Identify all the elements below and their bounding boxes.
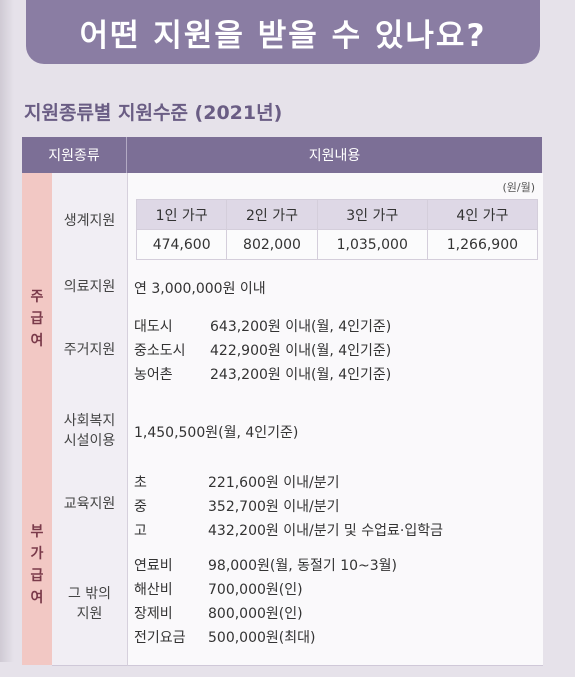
group-char: 부	[30, 524, 44, 540]
table-header: 지원종류 지원내용	[22, 137, 542, 173]
group-char: 주	[30, 289, 44, 305]
page-edge	[0, 0, 14, 662]
housing-item-name: 농어촌	[134, 367, 173, 383]
header-banner: 어떤 지원을 받을 수 있나요?	[26, 0, 540, 64]
education-level: 초	[134, 475, 147, 491]
section-title: 지원종류별 지원수준 (2021년)	[24, 102, 283, 124]
row-label-education: 교육지원	[52, 465, 127, 544]
other-label-line: 지원	[76, 606, 103, 622]
other-item-name: 연료비	[134, 558, 173, 574]
header-support-content: 지원내용	[308, 148, 361, 164]
group-char: 여	[30, 333, 44, 349]
housing-item-value: 422,900원 이내(월, 4인기준)	[210, 343, 392, 359]
housing-label: 주거지원	[63, 342, 116, 358]
header-support-type: 지원종류	[22, 137, 127, 173]
row-label-welfare: 사회복지 시설이용	[52, 396, 127, 466]
welfare-text: 1,450,500원(월, 4인기준)	[134, 425, 299, 441]
support-table: 지원종류 지원내용 주 급 여 부 가 급 여 생계지원 (원/월) 1인 가구…	[22, 137, 543, 677]
household-header: 4인 가구	[426, 199, 539, 230]
household-table: 1인 가구 2인 가구 3인 가구 4인 가구 474,600 802,000 …	[135, 199, 539, 260]
medical-label: 의료지원	[63, 278, 116, 295]
living-label: 생계지원	[63, 213, 116, 229]
household-value: 474,600	[135, 229, 228, 260]
group-main-benefits: 주 급 여	[22, 173, 52, 465]
group-additional-benefits: 부 가 급 여	[22, 465, 52, 665]
other-item-name: 해산비	[134, 582, 173, 598]
other-item-value: 800,000원(인)	[208, 606, 303, 622]
row-content-other: 연료비 98,000원(월, 동절기 10~3월) 해산비 700,000원(인…	[127, 543, 543, 666]
household-header: 2인 가구	[226, 199, 318, 230]
education-level: 중	[134, 499, 147, 515]
row-label-living: 생계지원	[52, 173, 127, 270]
row-label-other: 그 밖의 지원	[52, 543, 127, 666]
group-char: 가	[30, 546, 44, 562]
education-label: 교육지원	[63, 496, 116, 512]
group-char: 급	[30, 568, 44, 584]
other-item-name: 장제비	[134, 606, 173, 622]
household-value: 1,035,000	[316, 229, 428, 260]
education-value: 352,700원 이내/분기	[208, 499, 340, 515]
education-value: 221,600원 이내/분기	[208, 475, 340, 491]
page-title: 어떤 지원을 받을 수 있나요?	[79, 17, 487, 54]
row-content-education: 초 221,600원 이내/분기 중 352,700원 이내/분기 고 432,…	[127, 465, 543, 544]
row-content-housing: 대도시 643,200원 이내(월, 4인기준) 중소도시 422,900원 이…	[127, 304, 543, 397]
household-header: 3인 가구	[316, 199, 428, 230]
welfare-label-line: 사회복지	[63, 412, 116, 429]
housing-item-name: 대도시	[134, 319, 173, 335]
other-item-value: 700,000원(인)	[208, 582, 303, 598]
other-item-value: 500,000원(최대)	[208, 630, 316, 646]
housing-item-value: 643,200원 이내(월, 4인기준)	[210, 319, 392, 335]
unit-label: (원/월)	[502, 181, 535, 194]
other-label-line: 그 밖의	[67, 586, 112, 602]
housing-item-value: 243,200원 이내(월, 4인기준)	[210, 367, 392, 383]
row-content-medical: 연 3,000,000원 이내	[127, 269, 543, 305]
row-content-welfare: 1,450,500원(월, 4인기준)	[127, 396, 543, 466]
household-value: 802,000	[226, 229, 318, 260]
group-char: 여	[30, 590, 44, 606]
other-item-value: 98,000원(월, 동절기 10~3월)	[208, 558, 397, 574]
education-value: 432,200원 이내/분기 및 수업료·입학금	[208, 523, 443, 539]
household-value: 1,266,900	[426, 229, 539, 260]
welfare-label-line: 시설이용	[63, 432, 116, 449]
housing-item-name: 중소도시	[134, 343, 186, 359]
education-level: 고	[134, 523, 147, 539]
group-char: 급	[30, 311, 44, 327]
row-content-living: (원/월) 1인 가구 2인 가구 3인 가구 4인 가구 474,600 80…	[127, 173, 543, 270]
household-header: 1인 가구	[135, 199, 228, 230]
medical-text: 연 3,000,000원 이내	[134, 281, 266, 297]
row-label-housing: 주거지원	[52, 304, 127, 397]
other-item-name: 전기요금	[134, 630, 186, 646]
row-label-medical: 의료지원	[52, 269, 127, 305]
